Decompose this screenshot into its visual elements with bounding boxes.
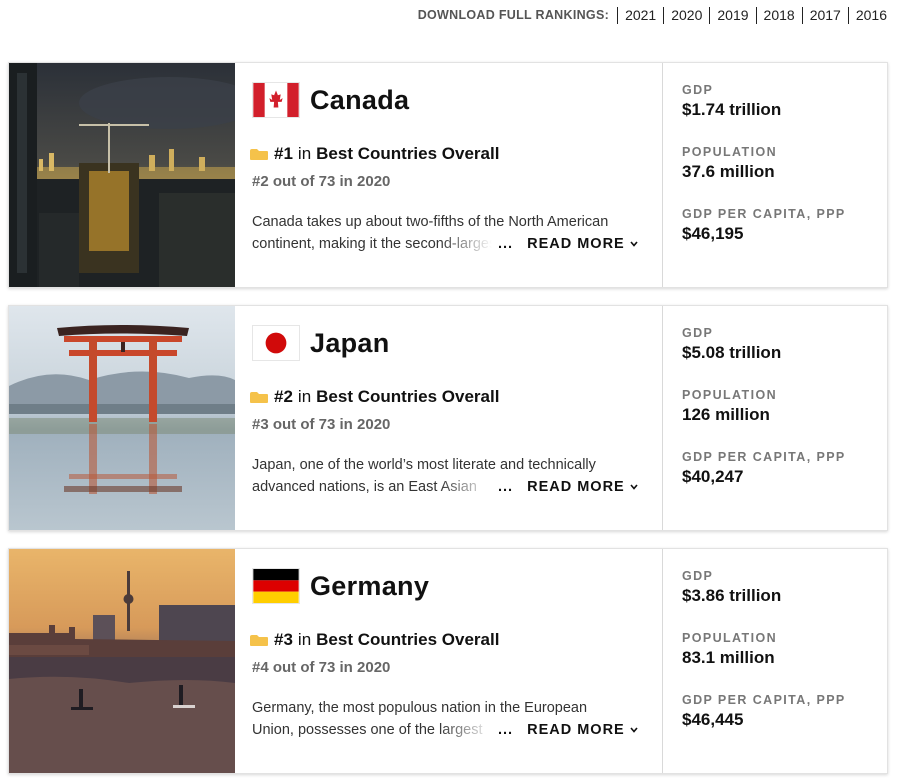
description-line-1: Germany, the most populous nation in the…	[252, 700, 588, 716]
stat-gdp: GDP $1.74 trillion	[682, 83, 781, 120]
rank-category-link[interactable]: Best Countries Overall	[316, 630, 500, 649]
rank-category-link[interactable]: Best Countries Overall	[316, 144, 500, 163]
rank-number: #3	[274, 630, 293, 649]
country-name[interactable]: Germany	[310, 570, 430, 601]
country-description: Japan, one of the world’s most literate …	[252, 454, 652, 498]
rank-row: #3 in Best Countries Overall	[249, 630, 499, 650]
download-year-2021-link[interactable]: 2021	[617, 6, 663, 24]
download-year-2018-link[interactable]: 2018	[755, 6, 802, 24]
country-description: Canada takes up about two-fifths of the …	[252, 211, 652, 255]
country-card-japan: Japan #2 in Best Countries Overall #3 ou…	[8, 305, 888, 531]
rank-category-link[interactable]: Best Countries Overall	[316, 387, 500, 406]
country-stats: GDP $1.74 trillion POPULATION 37.6 milli…	[662, 63, 888, 287]
stat-value: $46,195	[682, 224, 744, 243]
rank-in-text: in	[297, 630, 312, 649]
stat-value: $46,445	[682, 710, 744, 729]
read-more-label: READ MORE	[527, 722, 625, 738]
germany-flag-icon	[252, 568, 300, 604]
description-line-1: Japan, one of the world’s most literate …	[252, 457, 596, 473]
chevron-down-icon	[630, 727, 638, 733]
torii-gate-reflection-photo	[9, 306, 235, 530]
download-year-2017-link[interactable]: 2017	[801, 6, 848, 24]
download-rankings-label: DOWNLOAD FULL RANKINGS:	[417, 8, 610, 22]
country-info: Germany #3 in Best Countries Overall #4 …	[249, 549, 662, 773]
stat-label: POPULATION	[682, 145, 778, 159]
stat-label: POPULATION	[682, 631, 778, 645]
description-line-2: continent, making it the second-largest	[252, 236, 492, 252]
canada-flag-icon	[252, 82, 300, 118]
download-year-2020-link[interactable]: 2020	[663, 6, 709, 24]
previous-rank: #2 out of 73 in 2020	[252, 173, 391, 190]
stat-gdp: GDP $3.86 trillion	[682, 569, 781, 606]
country-name[interactable]: Canada	[310, 84, 410, 115]
stat-population: POPULATION 83.1 million	[682, 631, 777, 668]
country-photo[interactable]	[9, 63, 235, 287]
stat-value: $3.86 trillion	[682, 586, 782, 605]
country-title-row: Japan	[252, 325, 390, 361]
stat-label: GDP	[682, 83, 714, 97]
previous-rank: #3 out of 73 in 2020	[252, 416, 391, 433]
stat-label: GDP PER CAPITA, PPP	[682, 207, 846, 221]
stat-label: GDP	[682, 326, 714, 340]
stat-label: GDP PER CAPITA, PPP	[682, 693, 846, 707]
stat-label: POPULATION	[682, 388, 778, 402]
country-photo[interactable]	[9, 549, 235, 773]
read-more-button[interactable]: READ MORE	[527, 476, 638, 498]
read-more-button[interactable]: READ MORE	[527, 233, 638, 255]
description-ellipsis: ...	[498, 236, 514, 252]
stat-value: 126 million	[682, 405, 770, 424]
berlin-river-sunset-photo	[9, 549, 235, 773]
stat-gdp-per-capita: GDP PER CAPITA, PPP $40,247	[682, 450, 846, 487]
description-line-2: Union, possesses one of the largest	[252, 722, 483, 738]
stat-population: POPULATION 37.6 million	[682, 145, 777, 182]
country-description: Germany, the most populous nation in the…	[252, 697, 652, 741]
country-info: Canada #1 in Best Countries Overall #2 o…	[249, 63, 662, 287]
stat-value: $40,247	[682, 467, 744, 486]
city-skyline-construction-photo	[9, 63, 235, 287]
download-year-2016-link[interactable]: 2016	[847, 6, 887, 24]
stat-label: GDP PER CAPITA, PPP	[682, 450, 846, 464]
download-year-2019-link[interactable]: 2019	[709, 6, 755, 24]
country-stats: GDP $5.08 trillion POPULATION 126 millio…	[662, 306, 888, 530]
country-card-germany: Germany #3 in Best Countries Overall #4 …	[8, 548, 888, 774]
stat-value: 37.6 million	[682, 162, 775, 181]
rank-in-text: in	[297, 387, 312, 406]
description-ellipsis: ...	[498, 479, 514, 495]
description-ellipsis: ...	[498, 722, 514, 738]
read-more-button[interactable]: READ MORE	[527, 719, 638, 741]
stat-population: POPULATION 126 million	[682, 388, 777, 425]
rank-in-text: in	[297, 144, 312, 163]
download-rankings-bar: DOWNLOAD FULL RANKINGS: 2021 2020 2019 2…	[418, 6, 887, 24]
folder-badge-icon	[250, 392, 268, 403]
country-stats: GDP $3.86 trillion POPULATION 83.1 milli…	[662, 549, 888, 773]
stat-value: $5.08 trillion	[682, 343, 782, 362]
read-more-label: READ MORE	[527, 236, 625, 252]
country-info: Japan #2 in Best Countries Overall #3 ou…	[249, 306, 662, 530]
description-line-1: Canada takes up about two-fifths of the …	[252, 214, 609, 230]
rank-row: #1 in Best Countries Overall	[249, 144, 499, 164]
country-title-row: Canada	[252, 82, 409, 118]
read-more-label: READ MORE	[527, 479, 625, 495]
stat-gdp-per-capita: GDP PER CAPITA, PPP $46,445	[682, 693, 846, 730]
rank-row: #2 in Best Countries Overall	[249, 387, 499, 407]
rank-number: #1	[274, 144, 293, 163]
stat-value: $1.74 trillion	[682, 100, 782, 119]
description-line-2: advanced nations, is an East Asian	[252, 479, 477, 495]
stat-gdp-per-capita: GDP PER CAPITA, PPP $46,195	[682, 207, 846, 244]
folder-badge-icon	[250, 635, 268, 646]
chevron-down-icon	[630, 241, 638, 247]
country-card-canada: Canada #1 in Best Countries Overall #2 o…	[8, 62, 888, 288]
country-title-row: Germany	[252, 568, 429, 604]
stat-gdp: GDP $5.08 trillion	[682, 326, 781, 363]
folder-badge-icon	[250, 149, 268, 160]
rank-number: #2	[274, 387, 293, 406]
chevron-down-icon	[630, 484, 638, 490]
stat-label: GDP	[682, 569, 714, 583]
country-name[interactable]: Japan	[310, 327, 390, 358]
previous-rank: #4 out of 73 in 2020	[252, 659, 391, 676]
japan-flag-icon	[252, 325, 300, 361]
stat-value: 83.1 million	[682, 648, 775, 667]
country-photo[interactable]	[9, 306, 235, 530]
